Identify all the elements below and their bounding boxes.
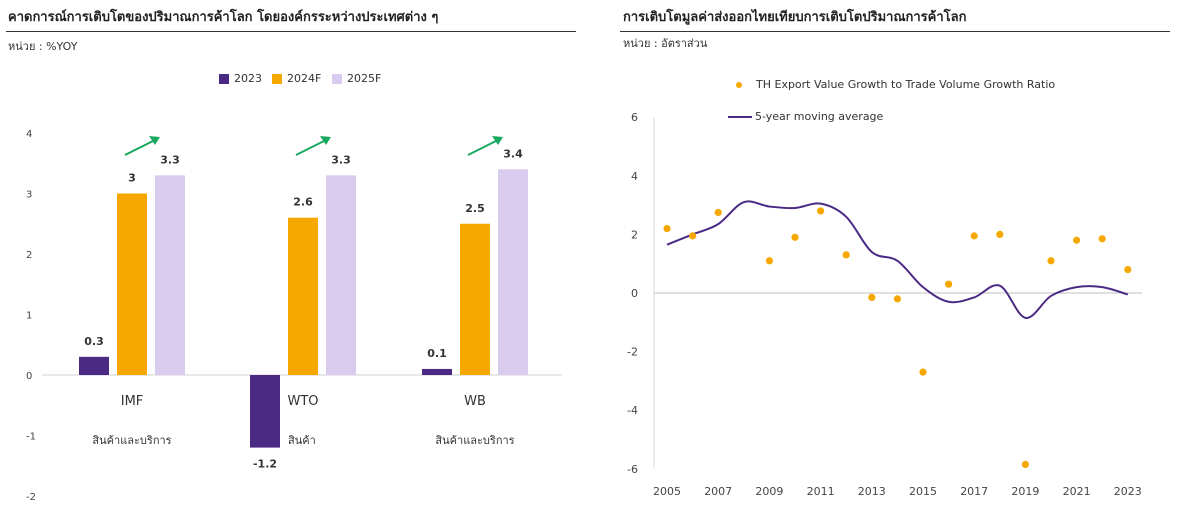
arrow-head-icon <box>320 136 331 145</box>
bar-data-label: 2.6 <box>293 196 313 209</box>
scatter-point <box>1098 235 1106 243</box>
legend-swatch-2025f <box>332 73 342 84</box>
legend-swatch-2023 <box>219 73 229 84</box>
right-chart-title: การเติบโตมูลค่าส่งออกไทยเทียบการเติบโตปร… <box>623 10 967 25</box>
y-tick-label: 1 <box>26 311 32 322</box>
scatter-point <box>996 230 1004 238</box>
scatter-point <box>970 232 978 240</box>
scatter-point <box>714 208 722 217</box>
scatter-point <box>1073 236 1081 244</box>
upward-arrow-icon <box>467 140 497 156</box>
x-tick-label: 2017 <box>960 485 988 498</box>
bar <box>155 175 185 375</box>
scatter-point <box>893 295 901 303</box>
scatter-point <box>945 280 953 288</box>
x-tick-label: 2005 <box>653 485 681 498</box>
y-tick-label: 0 <box>631 287 638 300</box>
scatter-line-chart-svg: -6 -4 -2 0 2 4 6 2005 2007 2009 2011 2013 2015 2017 20… <box>627 111 1142 498</box>
bar-data-label: 3.3 <box>331 153 351 166</box>
y-tick-label: -1 <box>26 432 36 443</box>
bar <box>288 217 318 375</box>
y-tick-label: 3 <box>26 190 32 201</box>
bar-chart-svg: -2 -1 0 1 2 3 4 0.3 3 3.3 IMF สินค้าและบริการ -1.2 2.… <box>26 129 562 503</box>
y-tick-label: 6 <box>631 111 638 124</box>
y-tick-label: -2 <box>627 346 638 359</box>
scatter-point <box>868 293 876 301</box>
scatter-point <box>1021 460 1029 469</box>
upward-arrow-icon <box>295 140 325 156</box>
right-chart-unit: หน่วย : อัตราส่วน <box>623 37 708 50</box>
category-label: IMF <box>121 394 144 409</box>
arrow-head-icon <box>492 136 503 145</box>
scatter-point <box>817 207 825 215</box>
bar <box>422 368 452 375</box>
legend-item-2024f: 2024F <box>272 72 321 85</box>
x-tick-label: 2013 <box>858 485 886 498</box>
scatter-point <box>1047 257 1055 265</box>
scatter-point <box>842 251 850 259</box>
bar-data-label: 3.4 <box>503 147 523 160</box>
legend-item-2025f: 2025F <box>332 72 381 85</box>
category-label: WTO <box>287 394 318 409</box>
y-tick-label: 4 <box>26 129 32 140</box>
bar <box>460 223 490 375</box>
bar <box>79 356 109 375</box>
moving-average-line <box>666 200 1129 319</box>
category-label: WB <box>464 394 486 409</box>
legend-label-2023: 2023 <box>234 72 262 85</box>
y-tick-label: 0 <box>26 371 32 382</box>
legend-label-2025f: 2025F <box>347 72 382 85</box>
legend-label-moving-average: 5-year moving average <box>755 110 884 123</box>
y-tick-label: -6 <box>627 463 638 476</box>
x-tick-label: 2023 <box>1114 485 1142 498</box>
legend-item-ratio: TH Export Value Growth to Trade Volume G… <box>736 78 1055 91</box>
right-chart-panel: การเติบโตมูลค่าส่งออกไทยเทียบการเติบโตปร… <box>612 0 1184 522</box>
left-chart-unit: หน่วย : %YOY <box>8 40 78 53</box>
category-sublabel: สินค้าและบริการ <box>92 434 172 447</box>
legend-item-2023: 2023 <box>219 72 262 85</box>
legend-swatch-2024f <box>272 73 282 84</box>
scatter-point <box>791 233 799 241</box>
x-tick-label: 2007 <box>704 485 732 498</box>
x-tick-label: 2009 <box>755 485 783 498</box>
legend-line-icon <box>728 115 752 118</box>
bar-data-label: 3.3 <box>160 153 180 166</box>
bar-data-label: 0.3 <box>84 335 104 348</box>
y-tick-label: 2 <box>26 250 32 261</box>
bar <box>326 175 356 375</box>
scatter-point <box>765 257 773 265</box>
scatter-point <box>663 224 671 233</box>
x-tick-label: 2011 <box>807 485 835 498</box>
x-tick-label: 2019 <box>1011 485 1039 498</box>
legend-item-moving-average: 5-year moving average <box>728 110 883 123</box>
bar-data-label: 2.5 <box>465 202 485 215</box>
legend-dot-icon <box>736 81 742 88</box>
y-tick-label: 4 <box>631 170 638 183</box>
scatter-point <box>689 232 697 240</box>
right-title-rule <box>620 31 1170 32</box>
x-tick-label: 2015 <box>909 485 937 498</box>
arrow-head-icon <box>149 136 160 145</box>
bar-data-label: 3 <box>128 172 136 185</box>
category-sublabel: สินค้าและบริการ <box>435 434 515 447</box>
scatter-point <box>1124 265 1132 274</box>
y-tick-label: 2 <box>631 228 638 241</box>
legend-label-2024f: 2024F <box>287 72 322 85</box>
bar-data-label: 0.1 <box>427 347 447 360</box>
bar <box>117 193 147 375</box>
left-chart-panel: คาดการณ์การเติบโตของปริมาณการค้าโลก โดยอ… <box>0 0 590 522</box>
bar <box>498 169 528 375</box>
bar <box>250 375 280 448</box>
scatter-point <box>919 368 927 376</box>
legend-label-ratio: TH Export Value Growth to Trade Volume G… <box>756 78 1056 91</box>
y-tick-label: -2 <box>26 492 36 503</box>
category-sublabel: สินค้า <box>288 434 316 447</box>
upward-arrow-icon <box>124 140 154 156</box>
y-tick-label: -4 <box>627 404 638 417</box>
left-title-rule <box>6 31 576 32</box>
x-tick-label: 2021 <box>1063 485 1091 498</box>
left-chart-title: คาดการณ์การเติบโตของปริมาณการค้าโลก โดยอ… <box>8 10 439 25</box>
bar-data-label: -1.2 <box>253 458 277 471</box>
